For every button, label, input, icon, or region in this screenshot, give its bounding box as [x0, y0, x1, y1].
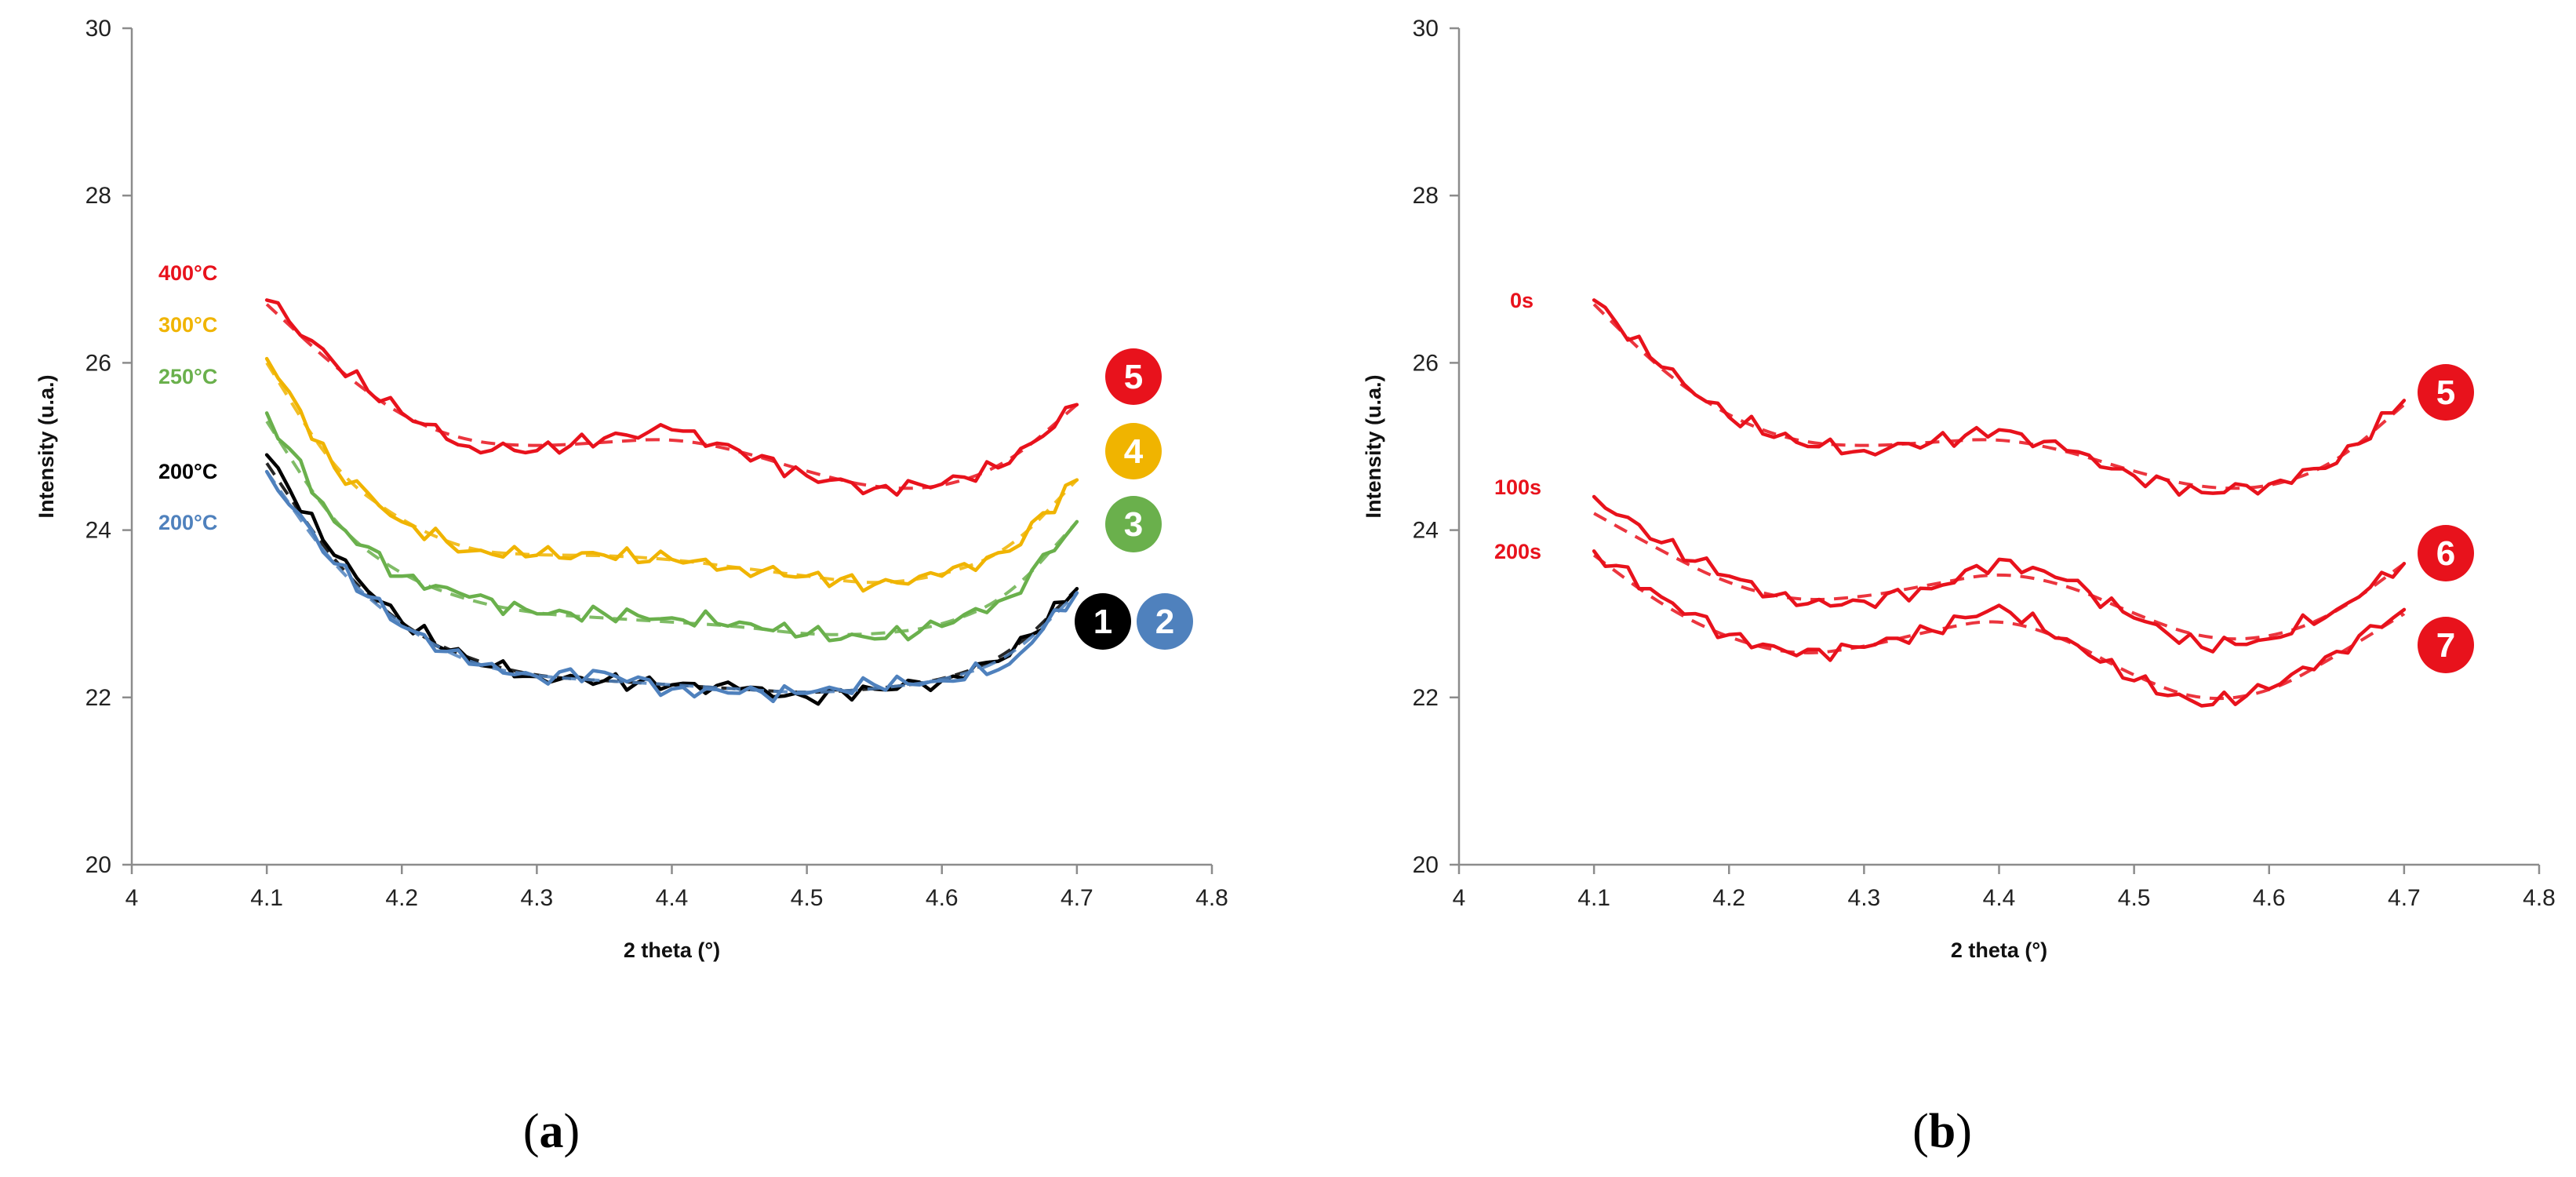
- x-tick-label: 4.8: [2523, 885, 2556, 911]
- panel-b: 20 22 24 26 28 30 4 4.1 4.2 4.3 4.4 4.5 4.6 4.7 4.8 2 t…: [1362, 16, 2556, 1158]
- x-tick-label: 4.2: [1712, 885, 1745, 911]
- series-1-badge-number: 1: [1093, 603, 1112, 641]
- series-5-badge-number: 5: [1124, 358, 1143, 396]
- series-5-badge: [2418, 364, 2474, 421]
- x-tick-label: 4.4: [1983, 885, 2016, 911]
- x-tick-label: 4.6: [926, 885, 959, 911]
- x-tick-label: 4.8: [1195, 885, 1228, 911]
- y-tick-label: 22: [86, 685, 111, 711]
- y-tick-label: 22: [1413, 685, 1439, 711]
- series-2-badge-number: 2: [1155, 603, 1174, 641]
- panel-label-paren-close: ): [1956, 1105, 1972, 1158]
- panel-label-paren-open: (: [1912, 1105, 1929, 1158]
- series-2-badge: [1137, 593, 1193, 650]
- series-4-badge: [1105, 423, 1162, 479]
- panel-label-letter: a: [540, 1105, 564, 1158]
- panel-label-paren-close: ): [564, 1105, 580, 1158]
- series-6-measured-line: [1592, 494, 2407, 654]
- series-2-measured-line: [264, 469, 1079, 704]
- series-3-fit-line: [265, 420, 1079, 636]
- series-5-badge: [1105, 348, 1162, 405]
- x-tick-label: 4.3: [1848, 885, 1881, 911]
- y-tick-label: 26: [86, 350, 111, 376]
- series-3-label: 250°C: [158, 365, 217, 388]
- series-5-badge-number: 5: [2436, 374, 2455, 412]
- series-6-badge: [2418, 525, 2474, 581]
- x-tick-label: 4.1: [1577, 885, 1610, 911]
- series-7-badge-number: 7: [2436, 626, 2455, 665]
- series-4-fit-line: [265, 362, 1079, 585]
- series-5-label: 0s: [1510, 289, 1534, 312]
- x-tick-label: 4: [1453, 885, 1466, 911]
- x-tick-label: 4.5: [791, 885, 824, 911]
- series-2-label: 200°C: [158, 511, 217, 534]
- x-tick-label: 4.7: [2388, 885, 2421, 911]
- series-6-label: 100s: [1494, 476, 1541, 499]
- series-6-fit-line: [1593, 512, 2406, 641]
- x-tick-label: 4.1: [250, 885, 283, 911]
- series-4-label: 300°C: [158, 313, 217, 337]
- series-5-measured-line: [264, 298, 1079, 497]
- x-tick-label: 4.7: [1061, 885, 1093, 911]
- panel-label: (a): [523, 1105, 580, 1158]
- series-7-label: 200s: [1494, 540, 1541, 563]
- y-tick-label: 30: [86, 16, 111, 42]
- y-tick-label: 28: [86, 183, 111, 209]
- series-5-fit-line: [1592, 303, 2406, 490]
- y-tick-label: 24: [86, 518, 111, 544]
- series-6-badge-number: 6: [2436, 534, 2455, 573]
- y-tick-label: 28: [1413, 183, 1439, 209]
- y-tick-label: 26: [1413, 350, 1439, 376]
- panel-label: (b): [1912, 1105, 1972, 1158]
- panel-label-letter: b: [1929, 1105, 1956, 1158]
- series-1-measured-line: [264, 453, 1079, 706]
- series-1-label: 200°C: [158, 460, 217, 483]
- series-7-badge: [2418, 617, 2474, 673]
- x-axis-title: 2 theta (°): [624, 938, 720, 962]
- y-tick-label: 20: [86, 852, 111, 878]
- series-3-badge: [1105, 496, 1162, 552]
- series-3-badge-number: 3: [1124, 505, 1143, 544]
- series-5-fit-line: [265, 303, 1079, 490]
- x-axis-title: 2 theta (°): [1951, 938, 2047, 962]
- series-1-fit-line: [265, 462, 1079, 694]
- y-axis-title: Intensity (u.a.): [1362, 374, 1385, 518]
- series-2-fit-line: [265, 470, 1079, 694]
- series-1-badge: [1075, 593, 1131, 650]
- y-tick-label: 20: [1413, 852, 1439, 878]
- x-tick-label: 4.4: [656, 885, 689, 911]
- x-tick-label: 4.5: [2118, 885, 2151, 911]
- series-4-badge-number: 4: [1124, 432, 1144, 471]
- series-7-fit-line: [1592, 553, 2406, 701]
- series-3-measured-line: [264, 411, 1079, 643]
- series-5-measured-line: [1592, 298, 2407, 497]
- series-4-measured-line: [264, 356, 1079, 593]
- y-tick-label: 30: [1413, 16, 1439, 42]
- x-tick-label: 4.2: [385, 885, 418, 911]
- y-tick-label: 24: [1413, 518, 1439, 544]
- series-5-label: 400°C: [158, 261, 217, 285]
- panel-label-paren-open: (: [523, 1105, 540, 1158]
- x-tick-label: 4: [126, 885, 139, 911]
- x-tick-label: 4.6: [2253, 885, 2286, 911]
- x-tick-label: 4.3: [521, 885, 554, 911]
- y-axis-title: Intensity (u.a.): [35, 374, 58, 518]
